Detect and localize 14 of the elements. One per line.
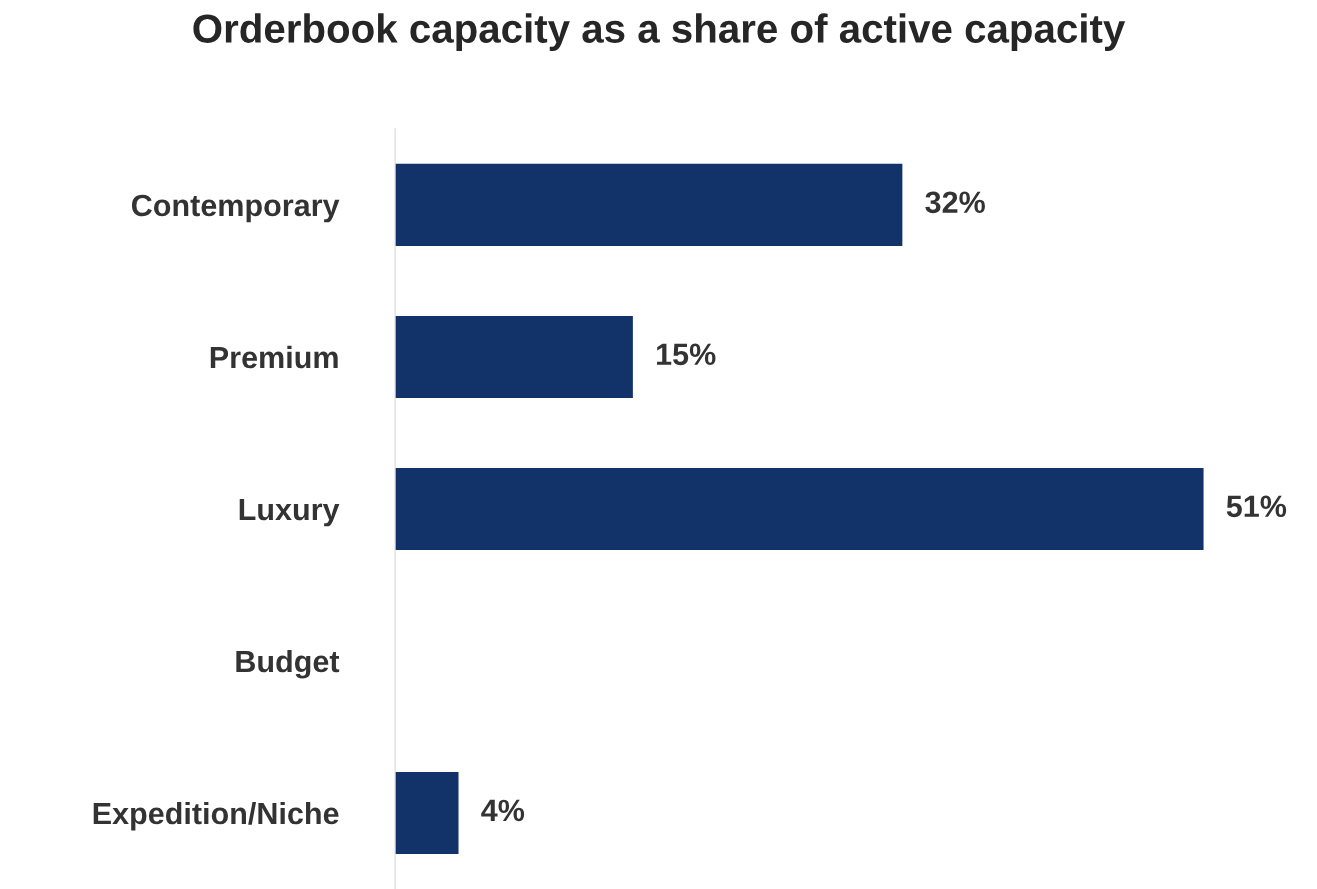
- y-tick-label: Expedition/Niche: [93, 801, 339, 831]
- data-label: 15%: [657, 343, 716, 366]
- bar: [395, 163, 903, 246]
- y-tick-label: Contemporary: [131, 194, 340, 223]
- data-label: 4%: [481, 799, 525, 822]
- bar: [395, 315, 633, 398]
- y-tick-label: Budget: [236, 649, 340, 679]
- chart-title: Orderbook capacity as a share of active capacity: [193, 13, 1126, 51]
- data-label: 51%: [1226, 495, 1287, 518]
- y-tick-label: Premium: [210, 345, 338, 369]
- bar: [395, 467, 1204, 550]
- y-tick-label: Luxury: [239, 499, 340, 527]
- data-label: 32%: [925, 191, 985, 214]
- bar: [395, 771, 459, 855]
